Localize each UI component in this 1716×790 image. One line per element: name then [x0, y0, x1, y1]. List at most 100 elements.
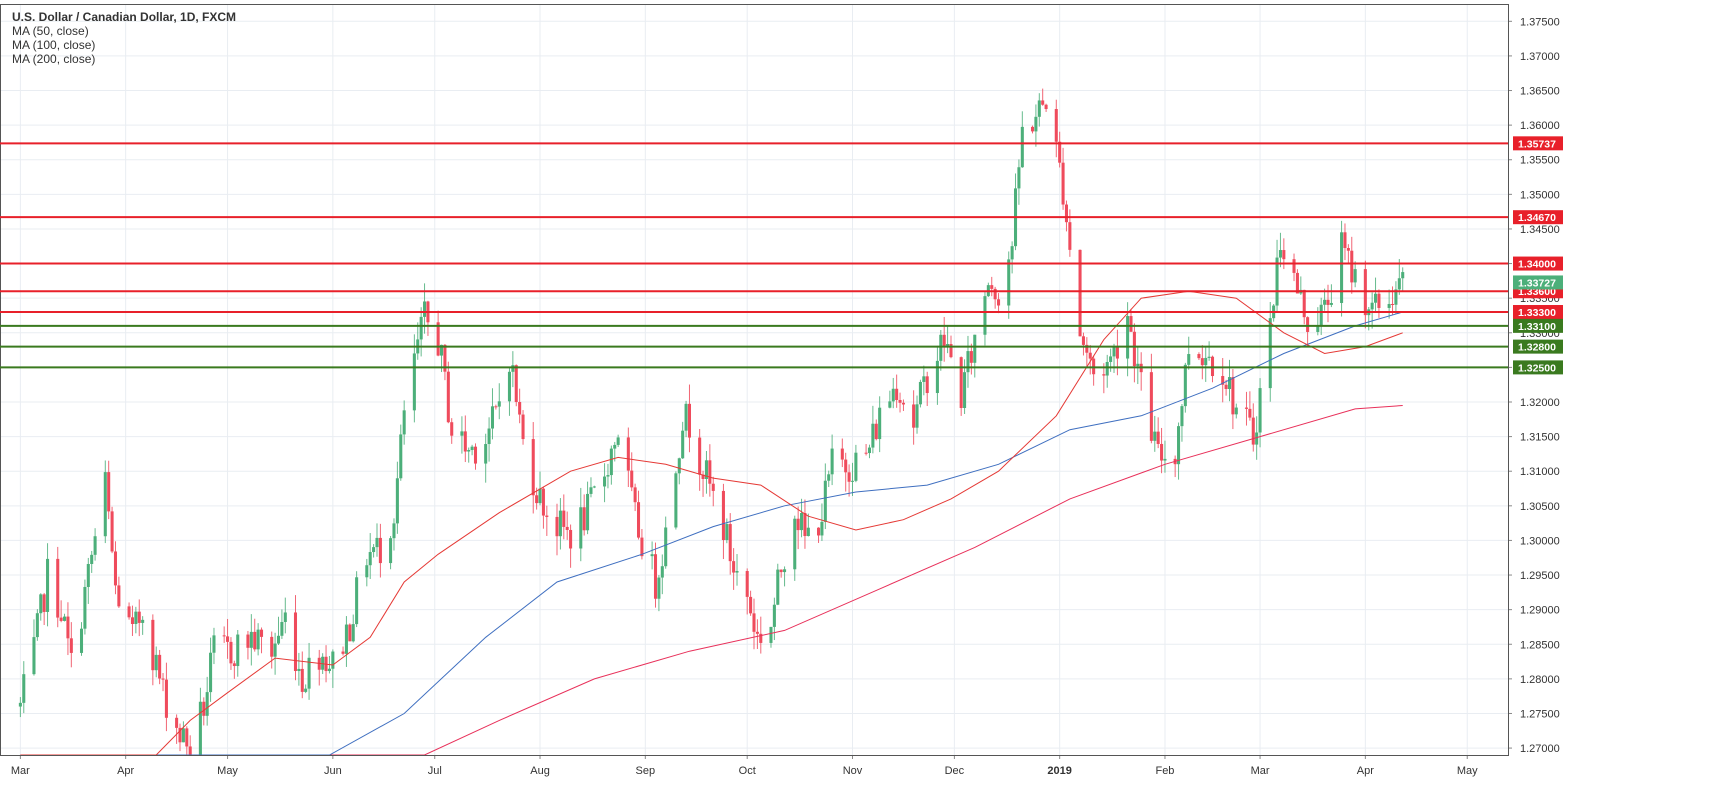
candle-up: [918, 381, 922, 405]
x-tick-label: Jul: [428, 765, 442, 777]
candle-down: [569, 529, 573, 549]
candle-down: [901, 402, 905, 405]
candle-down: [1081, 336, 1085, 345]
candle-down: [817, 527, 821, 536]
candle-down: [949, 344, 953, 358]
candle-up: [1183, 364, 1187, 407]
candle-up: [606, 475, 610, 477]
candle-down: [990, 285, 994, 289]
candle-down: [1346, 248, 1350, 251]
x-tick-label: Sep: [636, 765, 656, 777]
plot-frame: [0, 4, 1509, 756]
candle-down: [630, 470, 634, 488]
y-tick-label: 1.31000: [1520, 466, 1560, 478]
candle-down: [779, 569, 783, 573]
candle-up: [304, 688, 308, 692]
candle-down: [473, 446, 478, 464]
candle-up: [1136, 363, 1140, 367]
candle-up: [297, 668, 301, 672]
current-price-label: 1.33727: [1518, 277, 1556, 289]
candle-down: [253, 631, 257, 650]
candle-up: [681, 430, 685, 459]
candle-down: [1061, 162, 1065, 205]
candle-down: [1350, 250, 1354, 283]
candle-up: [674, 473, 678, 528]
resistance-label-bg: [1513, 210, 1563, 225]
x-tick-label: 2019: [1047, 765, 1071, 777]
candle-up: [1034, 116, 1038, 132]
candle-down: [698, 437, 702, 475]
candle-down: [847, 472, 851, 482]
candle-up: [1227, 377, 1232, 390]
candle-up: [1397, 278, 1401, 290]
resistance-label-bg: [1513, 136, 1563, 151]
candle-down: [864, 452, 868, 454]
candle-up: [22, 674, 26, 703]
resistance-label: 1.34000: [1518, 259, 1556, 271]
candle-up: [344, 624, 348, 654]
candle-down: [113, 551, 118, 586]
candle-up: [1255, 432, 1259, 445]
y-tick-label: 1.28500: [1520, 639, 1560, 651]
resistance-label: 1.35737: [1518, 138, 1556, 150]
resistance-label-bg: [1513, 256, 1563, 271]
candle-up: [1387, 303, 1391, 308]
candle-down: [69, 638, 73, 653]
candle-down: [518, 402, 522, 415]
candle-up: [966, 351, 970, 373]
candle-down: [796, 518, 800, 531]
candle-down: [636, 502, 641, 538]
candle-up: [1010, 246, 1014, 260]
candle-down: [1343, 232, 1347, 249]
candle-up: [507, 371, 511, 402]
candle-down: [436, 322, 440, 356]
candle-down: [874, 423, 878, 440]
candle-down: [341, 651, 345, 654]
candle-up: [276, 635, 281, 644]
candle-down: [1377, 293, 1381, 308]
candle-up: [236, 634, 240, 667]
candle-up: [86, 563, 90, 587]
candle-up: [1037, 100, 1041, 117]
candle-down: [1292, 259, 1296, 273]
candle-down: [993, 288, 997, 300]
y-tick-label: 1.37500: [1520, 16, 1560, 28]
candle-down: [226, 636, 230, 642]
y-tick-label: 1.36000: [1520, 120, 1560, 132]
candle-down: [565, 526, 569, 530]
candle-up: [490, 406, 495, 429]
support-label: 1.33100: [1518, 321, 1556, 333]
legend-ma50: MA (50, close): [12, 24, 89, 38]
x-tick-label: Feb: [1155, 765, 1174, 777]
legend-ma200: MA (200, close): [12, 52, 96, 66]
candle-down: [1054, 109, 1058, 142]
y-tick-label: 1.35000: [1520, 189, 1560, 201]
candle-down: [626, 437, 630, 471]
candle-down: [1132, 331, 1136, 367]
candle-up: [983, 296, 987, 335]
chart-legend: U.S. Dollar / Canadian Dollar, 1D, FXCM …: [12, 10, 236, 66]
candle-up: [1370, 302, 1374, 310]
candle-up: [249, 631, 253, 648]
candle-up: [1394, 289, 1398, 305]
candle-up: [1234, 407, 1238, 415]
candle-up: [769, 626, 773, 643]
candle-up: [586, 493, 590, 531]
candle-down: [1244, 407, 1249, 409]
ma200-line: [20, 405, 1403, 755]
candle-down: [1115, 346, 1119, 359]
candle-down: [232, 663, 236, 667]
y-tick-label: 1.35500: [1520, 155, 1560, 167]
candle-down: [1197, 354, 1201, 359]
plot-area: [18, 88, 1405, 755]
candle-up: [1177, 426, 1181, 465]
candle-up: [922, 376, 926, 382]
candle-down: [942, 334, 946, 347]
candle-up: [850, 480, 855, 482]
candle-down: [925, 376, 929, 394]
candle-down: [711, 483, 715, 491]
y-tick-label: 1.30000: [1520, 535, 1560, 547]
candle-up: [1204, 357, 1208, 366]
candle-down: [446, 371, 450, 423]
